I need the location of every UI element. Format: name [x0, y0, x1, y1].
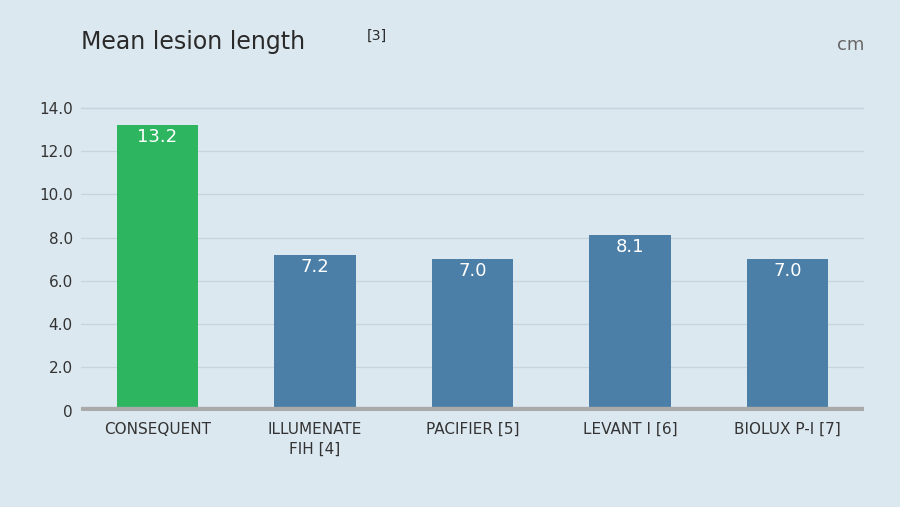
Text: [3]: [3] — [367, 28, 387, 43]
Text: 7.0: 7.0 — [458, 262, 487, 280]
Bar — [432, 259, 513, 411]
Bar — [117, 125, 199, 411]
Text: cm: cm — [837, 35, 864, 54]
Text: 7.0: 7.0 — [773, 262, 802, 280]
Bar — [746, 259, 828, 411]
Text: 13.2: 13.2 — [138, 128, 177, 146]
Text: 7.2: 7.2 — [301, 258, 329, 276]
Text: 8.1: 8.1 — [616, 238, 644, 257]
Text: Mean lesion length: Mean lesion length — [81, 30, 305, 54]
Bar — [589, 235, 670, 411]
Bar — [274, 255, 356, 411]
